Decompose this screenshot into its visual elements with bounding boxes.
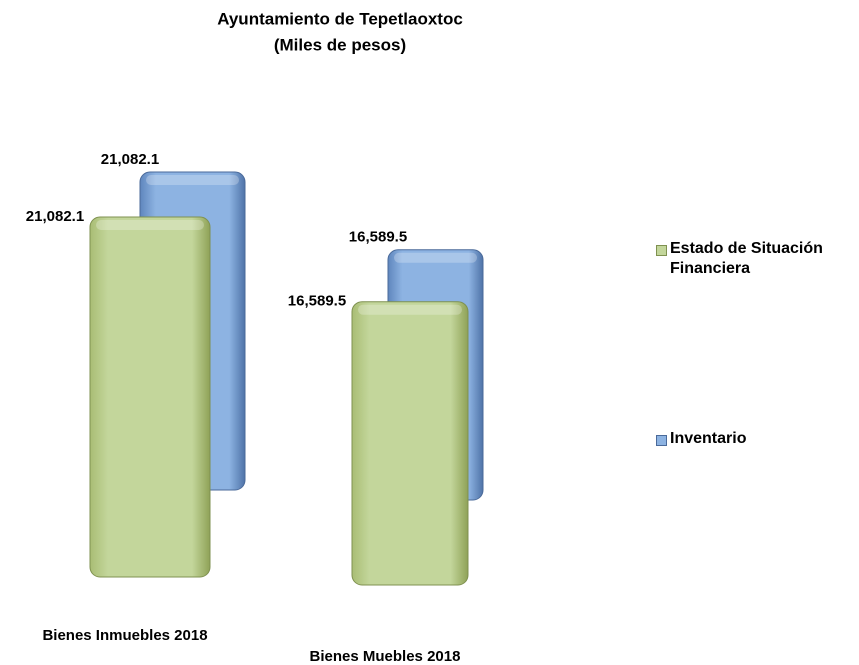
x-tick-label: Bienes Inmuebles 2018 bbox=[42, 627, 207, 644]
bar-top bbox=[96, 220, 204, 230]
bar-top bbox=[146, 175, 239, 185]
bar-top bbox=[394, 252, 477, 263]
data-label: 16,589.5 bbox=[288, 293, 346, 310]
chart-subtitle: (Miles de pesos) bbox=[274, 35, 406, 54]
legend-label: Estado de Situación Financiera bbox=[670, 240, 823, 277]
data-label: 21,082.1 bbox=[26, 208, 84, 225]
legend-item: Inventario bbox=[656, 429, 859, 449]
chart-title: Ayuntamiento de Tepetlaoxtoc bbox=[217, 9, 463, 28]
legend-swatch bbox=[656, 245, 667, 256]
legend-label: Inventario bbox=[670, 430, 747, 447]
data-label: 16,589.5 bbox=[349, 229, 407, 246]
legend-item: Estado de Situación Financiera bbox=[656, 239, 859, 279]
bar bbox=[351, 301, 469, 586]
data-label: 21,082.1 bbox=[101, 151, 159, 168]
legend-swatch bbox=[656, 435, 667, 446]
bar-top bbox=[358, 304, 462, 315]
bar bbox=[89, 216, 211, 578]
x-tick-label: Bienes Muebles 2018 bbox=[310, 648, 461, 665]
